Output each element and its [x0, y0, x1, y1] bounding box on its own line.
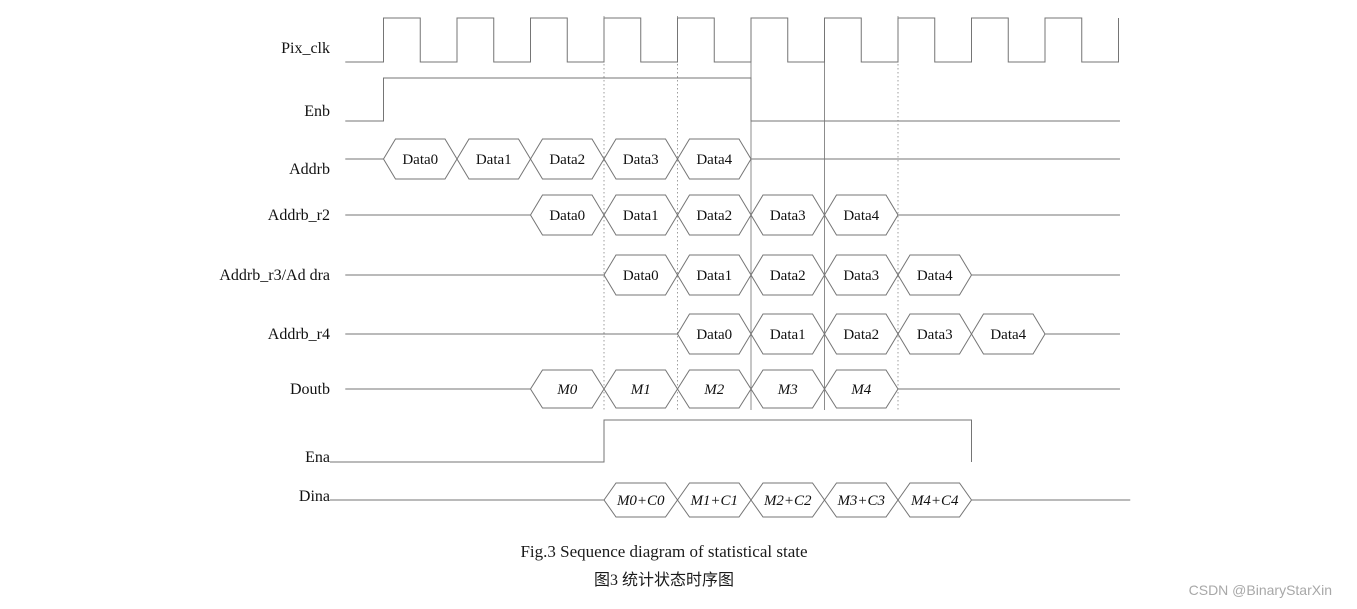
signal-label-doutb: Doutb: [290, 381, 330, 398]
bus-value-label: M2: [703, 382, 724, 398]
bus-value-label: Data1: [696, 268, 732, 284]
bus-value-label: M4: [850, 382, 871, 398]
bus-value-label: Data0: [696, 327, 732, 343]
bus-value-label: Data2: [549, 152, 585, 168]
bus-value-label: Data0: [623, 268, 659, 284]
bus-value-label: Data3: [917, 327, 953, 343]
bus-value-label: Data1: [476, 152, 512, 168]
bus-value-label: Data1: [623, 208, 659, 224]
bus-value-label: Data4: [843, 208, 879, 224]
caption-english: Fig.3 Sequence diagram of statistical st…: [520, 542, 807, 561]
signal-row-addrb_r4: Addrb_r4 Data0 Data1 Data2 Data3 Data4: [268, 313, 1120, 355]
signal-row-addrb_r2: Addrb_r2 Data0 Data1 Data2 Data3 Data4: [268, 194, 1120, 236]
bus-value-label: Data0: [402, 152, 438, 168]
signal-label-dina: Dina: [299, 488, 330, 505]
bus-value-label: Data3: [843, 268, 879, 284]
signal-label-enb: Enb: [304, 103, 330, 120]
signal-row-addrb: Addrb Data0 Data1 Data2 Data3 Data4: [289, 138, 1120, 180]
bus-value-label: M3+C3: [836, 493, 885, 509]
bus-value-label: M0+C0: [616, 493, 665, 509]
bus-value-label: M1: [630, 382, 651, 398]
signal-row-doutb: Doutb M0 M1 M2 M3 M4: [290, 369, 1120, 409]
bus-value-label: Data4: [696, 152, 732, 168]
bus-value-label: Data3: [623, 152, 659, 168]
bus-value-label: M4+C4: [910, 493, 959, 509]
bus-value-label: Data4: [990, 327, 1026, 343]
bus-value-label: M2+C2: [763, 493, 812, 509]
signal-row-ena: Ena: [305, 419, 972, 466]
signal-rows: Pix_clk Enb Addrb Data0 Data1 Data2 Data3 Data4…: [219, 17, 1131, 518]
bus-value-label: Data3: [770, 208, 806, 224]
signal-label-addrb_r3: Addrb_r3/Ad dra: [219, 267, 330, 284]
bus-value-label: Data4: [917, 268, 953, 284]
bus-value-label: M3: [777, 382, 798, 398]
bus-value-label: M1+C1: [689, 493, 738, 509]
logic-waveform-ena: [329, 419, 972, 463]
signal-label-ena: Ena: [305, 449, 330, 466]
signal-label-addrb: Addrb: [289, 161, 330, 178]
caption-chinese: 图3 统计状态时序图: [594, 571, 734, 589]
bus-value-label: Data2: [696, 208, 732, 224]
signal-row-enb: Enb: [304, 77, 1120, 122]
signal-row-pix_clk: Pix_clk: [281, 17, 1119, 63]
bus-value-label: M0: [556, 382, 577, 398]
logic-waveform-enb: [345, 77, 1120, 122]
signal-row-dina: Dina M0+C0 M1+C1 M2+C2 M3+C3 M4+C4: [299, 482, 1131, 518]
signal-row-addrb_r3: Addrb_r3/Ad dra Data0 Data1 Data2 Data3 Data4: [219, 254, 1120, 296]
signal-label-addrb_r4: Addrb_r4: [268, 326, 330, 343]
bus-value-label: Data2: [843, 327, 879, 343]
clock-waveform: [345, 17, 1119, 63]
signal-label-addrb_r2: Addrb_r2: [268, 207, 330, 224]
watermark: CSDN @BinaryStarXin: [1189, 582, 1332, 598]
bus-value-label: Data2: [770, 268, 806, 284]
bus-value-label: Data0: [549, 208, 585, 224]
bus-value-label: Data1: [770, 327, 806, 343]
signal-label-pix_clk: Pix_clk: [281, 40, 330, 57]
